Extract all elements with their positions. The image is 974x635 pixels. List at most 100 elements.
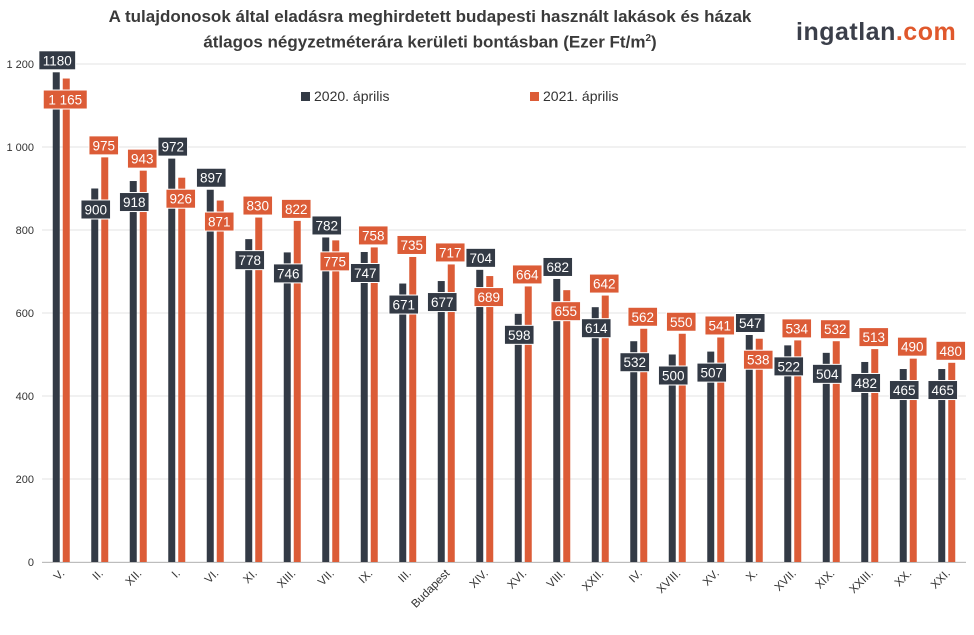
data-label-2021: 562	[627, 306, 659, 327]
data-label-2021: 655	[550, 301, 582, 322]
data-label-2020: 677	[426, 292, 458, 313]
bar-2020	[553, 278, 561, 562]
data-label-2020-box	[38, 50, 77, 71]
x-tick-label: Budapest	[410, 567, 453, 610]
data-label-2020-text: 782	[315, 218, 338, 233]
data-label-2021: 775	[319, 251, 351, 272]
data-label-2020: 778	[234, 250, 266, 271]
data-label-2020-box	[426, 292, 458, 313]
data-label-2020: 897	[195, 167, 227, 188]
bar-2020	[745, 334, 753, 562]
x-tick-label: XII.	[124, 568, 145, 589]
data-label-2021: 830	[242, 195, 274, 216]
bar-2021	[948, 362, 956, 562]
data-label-2020-box	[465, 247, 497, 268]
data-label-2021: 822	[280, 198, 312, 219]
bar-2021	[332, 240, 340, 562]
data-label-2021: 550	[665, 311, 697, 332]
data-label-2021-box	[396, 234, 428, 255]
brand-logo-part1: ingatlan	[796, 18, 896, 46]
data-label-2020-text: 598	[508, 328, 531, 343]
data-label-2021-text: 541	[708, 318, 731, 333]
data-label-2020-text: 778	[238, 253, 261, 268]
chart-title: A tulajdonosok által eladásra meghirdete…	[70, 6, 790, 54]
x-tick-label: XVIII.	[655, 568, 683, 596]
data-label-2020-box	[927, 380, 959, 401]
data-label-2020: 746	[272, 263, 304, 284]
bar-2021	[139, 170, 147, 562]
data-label-2020: 671	[388, 294, 420, 315]
data-label-2020-text: 504	[816, 367, 839, 382]
data-label-2021: 490	[896, 336, 928, 357]
y-tick-label: 1 200	[6, 59, 34, 71]
legend-label-1: 2020. április	[314, 88, 390, 104]
y-tick-label: 1 000	[6, 142, 34, 154]
data-label-2020: 972	[157, 136, 189, 157]
data-label-2020-text: 500	[662, 369, 685, 384]
bar-2020	[91, 188, 99, 562]
data-label-2020-box	[811, 363, 843, 384]
data-label-2021-box	[819, 319, 851, 340]
data-label-2020-box	[272, 263, 304, 284]
data-label-2021: 538	[742, 349, 774, 370]
bar-2021	[447, 264, 455, 562]
data-label-2020-text: 465	[893, 383, 916, 398]
data-label-2021-box	[665, 311, 697, 332]
data-label-2020-text: 972	[161, 140, 184, 155]
data-label-2020-text: 482	[854, 376, 877, 391]
y-tick-label: 600	[16, 308, 34, 320]
data-label-2021: 735	[396, 234, 428, 255]
bar-2020	[899, 369, 907, 562]
data-label-2021-text: 642	[593, 277, 616, 292]
bar-2020	[668, 354, 676, 562]
bar-2021	[717, 337, 725, 562]
data-label-2020-box	[157, 136, 189, 157]
x-tick-label: VI.	[203, 568, 221, 586]
bar-2021	[794, 340, 802, 562]
data-label-2021-box	[550, 301, 582, 322]
data-label-2020: 682	[542, 256, 574, 277]
x-tick-label: I.	[170, 568, 183, 581]
bar-2020	[630, 341, 638, 562]
bar-2020	[591, 307, 599, 562]
data-label-2021: 664	[511, 264, 543, 285]
data-label-2021: 1 165	[42, 89, 88, 110]
data-label-2021: 758	[357, 225, 389, 246]
bar-2021	[640, 328, 648, 562]
bar-2021	[293, 220, 301, 562]
data-label-2021-text: 871	[208, 215, 231, 230]
brand-logo: ingatlan.com	[796, 18, 956, 47]
data-label-2021-box	[781, 318, 813, 339]
x-tick-label: XIV.	[468, 568, 491, 591]
bar-2020	[206, 189, 214, 562]
data-label-2021-text: 735	[400, 238, 423, 253]
data-label-2021-text: 830	[246, 199, 269, 214]
bar-2020	[861, 361, 869, 562]
data-label-2020: 504	[811, 363, 843, 384]
x-tick-label: II.	[91, 568, 106, 583]
data-label-2021-text: 926	[169, 192, 192, 207]
data-label-2020-text: 677	[431, 295, 454, 310]
bar-2021	[370, 247, 378, 562]
chart-title-line-1: A tulajdonosok által eladásra meghirdete…	[108, 7, 752, 26]
data-label-2020: 500	[657, 365, 689, 386]
x-tick-label: XXI.	[929, 568, 953, 592]
data-label-2020: 598	[503, 324, 535, 345]
data-label-2020: 547	[734, 312, 766, 333]
data-label-2021-text: 943	[131, 152, 154, 167]
x-tick-label: VIII.	[545, 568, 568, 591]
y-tick-label: 0	[28, 557, 34, 569]
bar-2020	[399, 283, 407, 562]
chart-title-line-2-suffix: )	[651, 32, 657, 52]
data-label-2020: 482	[850, 372, 882, 393]
data-label-2020-text: 465	[931, 383, 954, 398]
data-label-2020-text: 747	[354, 266, 377, 281]
data-label-2020-text: 918	[123, 195, 146, 210]
data-label-2021: 975	[88, 135, 120, 156]
data-label-2021-box	[935, 340, 967, 361]
x-tick-label: XIII.	[275, 568, 298, 591]
x-tick-label: IV.	[627, 568, 645, 586]
data-label-2021-text: 689	[477, 290, 500, 305]
data-label-2021-box	[203, 211, 235, 232]
